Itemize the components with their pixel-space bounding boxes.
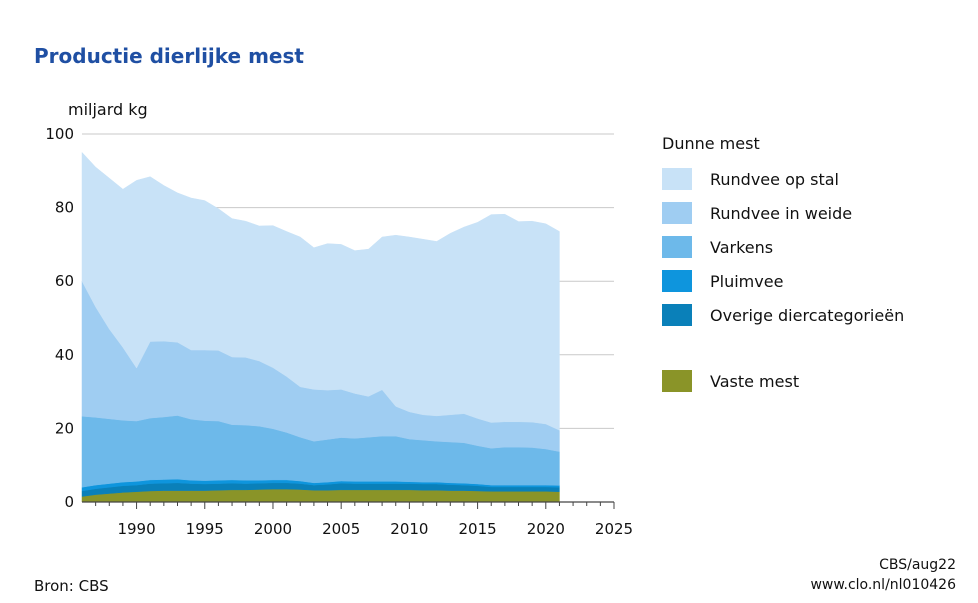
legend-label-varkens: Varkens [710, 237, 774, 257]
area-rundvee-op-stal [81, 151, 560, 431]
axes: 0 20 40 60 80 100 1990 1995 2000 2005 2010 2015 2020… [45, 125, 633, 538]
footer-credit: CBS/aug22 www.clo.nl/nl010426 [810, 555, 956, 595]
y-tick-label-0: 0 [64, 493, 74, 511]
legend-swatch-vaste-mest [662, 370, 692, 392]
legend-label-rundvee-op-stal: Rundvee op stal [710, 169, 839, 189]
legend-item-varkens: Varkens [662, 236, 904, 258]
y-tick-label-60: 60 [55, 272, 74, 290]
x-tick-label-2020: 2020 [527, 520, 565, 538]
area-series-group [81, 151, 560, 503]
x-tick-label-2015: 2015 [458, 520, 496, 538]
x-tick-label-2010: 2010 [390, 520, 428, 538]
x-tick-label-2025: 2025 [595, 520, 633, 538]
y-tick-label-80: 80 [55, 199, 74, 217]
x-tick-label-2000: 2000 [254, 520, 292, 538]
legend-item-rundvee-op-stal: Rundvee op stal [662, 168, 904, 190]
y-tick-label-100: 100 [45, 125, 74, 143]
legend-swatch-pluimvee [662, 270, 692, 292]
legend-swatch-varkens [662, 236, 692, 258]
y-axis-unit-label: miljard kg [68, 100, 148, 119]
footer-date-code: CBS/aug22 [879, 557, 956, 573]
x-tick-label-1995: 1995 [186, 520, 224, 538]
y-tick-label-20: 20 [55, 419, 74, 437]
legend-label-rundvee-in-weide: Rundvee in weide [710, 203, 853, 223]
legend-item-overige: Overige diercategorieën [662, 304, 904, 326]
legend-item-vaste-mest: Vaste mest [662, 370, 904, 392]
chart-title: Productie dierlijke mest [34, 44, 304, 68]
x-tick-label-1990: 1990 [117, 520, 155, 538]
y-tick-label-40: 40 [55, 346, 74, 364]
legend-item-rundvee-in-weide: Rundvee in weide [662, 202, 904, 224]
legend-item-pluimvee: Pluimvee [662, 270, 904, 292]
x-tick-label-2005: 2005 [322, 520, 360, 538]
footer-url: www.clo.nl/nl010426 [810, 577, 956, 593]
legend-swatch-overige [662, 304, 692, 326]
legend-label-pluimvee: Pluimvee [710, 271, 784, 291]
legend-label-vaste-mest: Vaste mest [710, 371, 800, 391]
source-note: Bron: CBS [34, 577, 109, 595]
legend-label-overige: Overige diercategorieën [710, 305, 905, 325]
legend-swatch-rundvee-in-weide [662, 202, 692, 224]
legend: Dunne mest Rundvee op stal Rundvee in we… [662, 134, 904, 404]
legend-heading: Dunne mest [662, 134, 760, 153]
legend-swatch-rundvee-op-stal [662, 168, 692, 190]
